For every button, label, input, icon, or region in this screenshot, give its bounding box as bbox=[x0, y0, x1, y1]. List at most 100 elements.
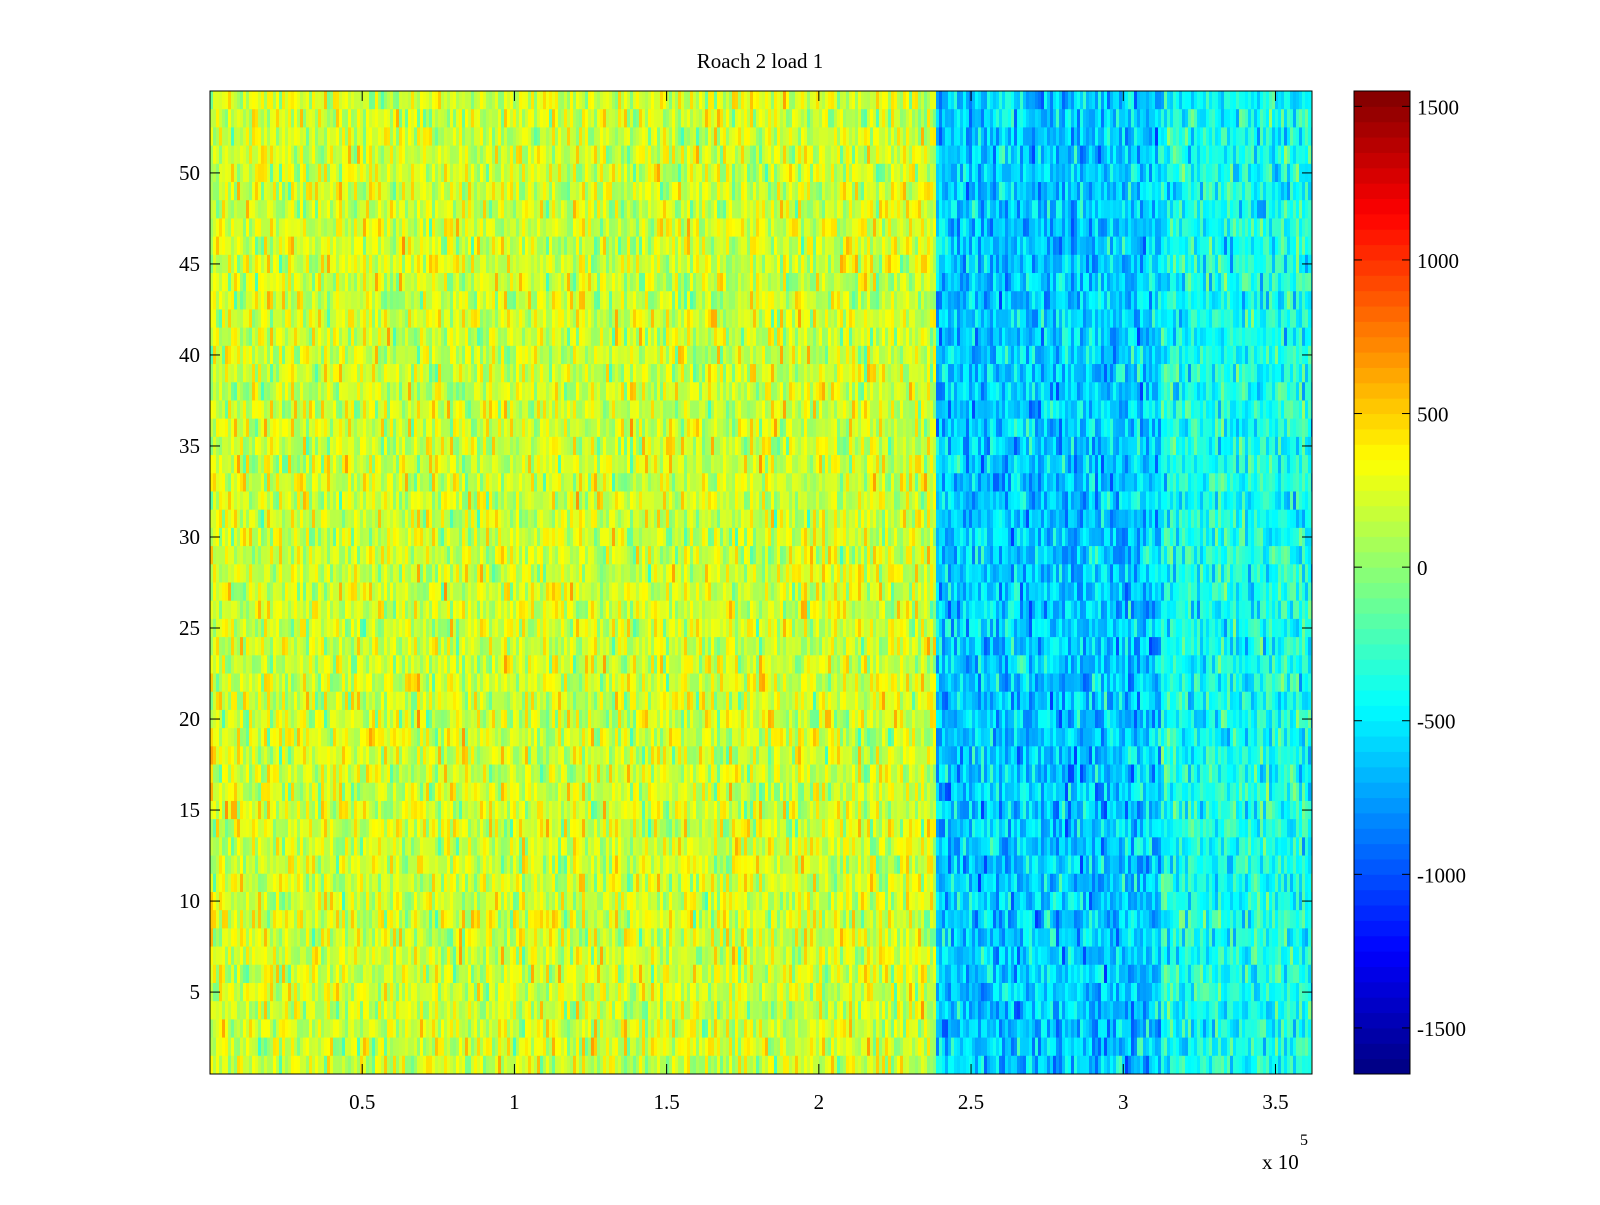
heatmap-cell bbox=[1212, 127, 1216, 147]
heatmap-cell bbox=[954, 145, 958, 165]
heatmap-cell bbox=[864, 145, 868, 165]
heatmap-cell bbox=[315, 200, 319, 219]
heatmap-cell bbox=[579, 273, 583, 292]
heatmap-cell bbox=[363, 254, 367, 274]
heatmap-cell bbox=[1179, 291, 1183, 310]
heatmap-cell bbox=[387, 145, 391, 165]
heatmap-cell bbox=[615, 309, 619, 329]
heatmap-cell bbox=[1209, 109, 1213, 128]
heatmap-cell bbox=[1290, 127, 1294, 147]
heatmap-cell bbox=[852, 273, 856, 292]
heatmap-cell bbox=[720, 236, 724, 256]
heatmap-cell bbox=[390, 127, 394, 147]
heatmap-cell bbox=[237, 273, 241, 292]
heatmap-cell bbox=[858, 200, 862, 219]
heatmap-cell bbox=[777, 200, 781, 219]
heatmap-cell bbox=[222, 200, 226, 219]
heatmap-cell bbox=[1215, 309, 1219, 329]
heatmap-cell bbox=[327, 273, 331, 292]
heatmap-cell bbox=[717, 109, 721, 128]
heatmap-cell bbox=[1110, 109, 1114, 128]
heatmap-cell bbox=[1209, 182, 1213, 201]
heatmap-cell bbox=[339, 236, 343, 256]
heatmap-cell bbox=[393, 309, 397, 329]
heatmap-cell bbox=[948, 163, 952, 183]
heatmap-cell bbox=[288, 273, 292, 292]
heatmap-cell bbox=[381, 145, 385, 165]
heatmap-cell bbox=[1263, 309, 1267, 329]
heatmap-cell bbox=[954, 291, 958, 310]
heatmap-cell bbox=[969, 200, 973, 219]
heatmap-cell bbox=[1071, 145, 1075, 165]
heatmap-cell bbox=[648, 236, 652, 256]
heatmap-cell bbox=[1113, 309, 1117, 329]
heatmap-cell bbox=[834, 327, 838, 347]
heatmap-cell bbox=[987, 273, 991, 292]
heatmap-cell bbox=[750, 200, 754, 219]
heatmap-cell bbox=[1269, 91, 1273, 110]
heatmap-cell bbox=[648, 145, 652, 165]
heatmap-cell bbox=[531, 254, 535, 274]
heatmap-cell bbox=[1107, 182, 1111, 201]
heatmap-cell bbox=[210, 182, 214, 201]
heatmap-cell bbox=[471, 163, 475, 183]
heatmap-cell bbox=[879, 163, 883, 183]
heatmap-cell bbox=[1272, 127, 1276, 147]
heatmap-cell bbox=[225, 273, 229, 292]
heatmap-cell bbox=[1089, 273, 1093, 292]
heatmap-cell bbox=[774, 109, 778, 128]
heatmap-cell bbox=[765, 200, 769, 219]
heatmap-cell bbox=[1302, 200, 1306, 219]
heatmap-cell bbox=[1158, 291, 1162, 310]
heatmap-cell bbox=[1005, 163, 1009, 183]
heatmap-cell bbox=[660, 309, 664, 329]
heatmap-cell bbox=[1218, 145, 1222, 165]
heatmap-cell bbox=[312, 291, 316, 310]
heatmap-cell bbox=[600, 254, 604, 274]
heatmap-cell bbox=[1278, 145, 1282, 165]
heatmap-cell bbox=[378, 163, 382, 183]
heatmap-cell bbox=[342, 91, 346, 110]
heatmap-cell bbox=[852, 236, 856, 256]
heatmap-cell bbox=[285, 254, 289, 274]
heatmap-cell bbox=[879, 218, 883, 238]
heatmap-cell bbox=[1143, 236, 1147, 256]
heatmap-cell bbox=[708, 182, 712, 201]
heatmap-cell bbox=[219, 327, 223, 347]
heatmap-cell bbox=[726, 163, 730, 183]
heatmap-cell bbox=[819, 127, 823, 147]
heatmap-cell bbox=[1206, 91, 1210, 110]
heatmap-cell bbox=[381, 254, 385, 274]
heatmap-cell bbox=[264, 309, 268, 329]
heatmap-cell bbox=[684, 163, 688, 183]
heatmap-cell bbox=[276, 200, 280, 219]
heatmap-cell bbox=[711, 182, 715, 201]
heatmap-cell bbox=[1107, 291, 1111, 310]
heatmap-cell bbox=[537, 127, 541, 147]
heatmap-cell bbox=[252, 182, 256, 201]
heatmap-cell bbox=[354, 291, 358, 310]
heatmap-cell bbox=[1263, 200, 1267, 219]
heatmap-cell bbox=[1071, 163, 1075, 183]
heatmap-cell bbox=[576, 109, 580, 128]
heatmap-cell bbox=[732, 200, 736, 219]
heatmap-cell bbox=[243, 182, 247, 201]
heatmap-cell bbox=[714, 109, 718, 128]
heatmap-cell bbox=[417, 309, 421, 329]
heatmap-cell bbox=[1125, 163, 1129, 183]
heatmap-cell bbox=[1107, 109, 1111, 128]
heatmap-cell bbox=[1140, 145, 1144, 165]
heatmap-cell bbox=[1170, 254, 1174, 274]
heatmap-cell bbox=[1194, 127, 1198, 147]
heatmap-cell bbox=[267, 91, 271, 110]
heatmap-cell bbox=[1167, 182, 1171, 201]
heatmap-cell bbox=[1053, 200, 1057, 219]
heatmap-cell bbox=[1089, 200, 1093, 219]
heatmap-cell bbox=[573, 236, 577, 256]
heatmap-cell bbox=[861, 218, 865, 238]
heatmap-cell bbox=[567, 145, 571, 165]
heatmap-cell bbox=[246, 273, 250, 292]
heatmap-cell bbox=[1167, 91, 1171, 110]
heatmap-cell bbox=[243, 163, 247, 183]
heatmap-cell bbox=[294, 218, 298, 238]
